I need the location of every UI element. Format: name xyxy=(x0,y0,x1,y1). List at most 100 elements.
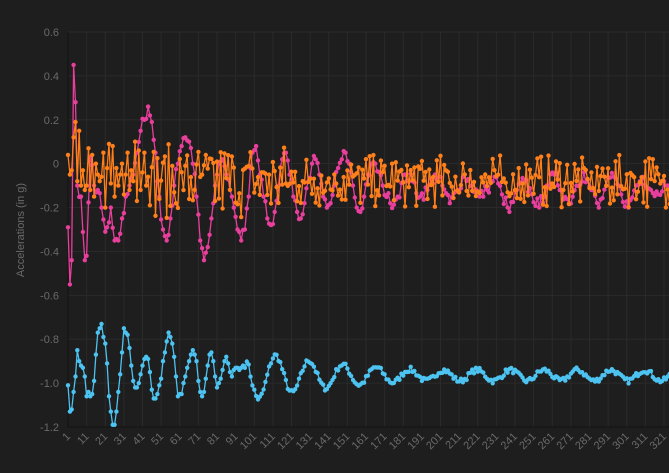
data-point[interactable] xyxy=(161,161,165,165)
data-point[interactable] xyxy=(345,366,349,370)
data-point[interactable] xyxy=(515,196,519,200)
data-point[interactable] xyxy=(636,190,640,194)
data-point[interactable] xyxy=(148,113,152,117)
data-point[interactable] xyxy=(530,176,534,180)
data-point[interactable] xyxy=(280,182,284,186)
data-point[interactable] xyxy=(202,163,206,167)
data-point[interactable] xyxy=(563,181,567,185)
data-point[interactable] xyxy=(334,181,338,185)
data-point[interactable] xyxy=(194,162,198,166)
data-point[interactable] xyxy=(379,366,383,370)
data-point[interactable] xyxy=(219,377,223,381)
data-point[interactable] xyxy=(191,348,195,352)
data-point[interactable] xyxy=(146,104,150,108)
data-point[interactable] xyxy=(142,151,146,155)
data-point[interactable] xyxy=(99,205,103,209)
data-point[interactable] xyxy=(254,144,258,148)
data-point[interactable] xyxy=(606,166,610,170)
data-point[interactable] xyxy=(405,163,409,167)
data-point[interactable] xyxy=(630,195,634,199)
data-point[interactable] xyxy=(660,179,664,183)
data-point[interactable] xyxy=(125,151,129,155)
data-point[interactable] xyxy=(114,166,118,170)
data-point[interactable] xyxy=(295,383,299,387)
data-point[interactable] xyxy=(330,188,334,192)
data-point[interactable] xyxy=(165,238,169,242)
data-point[interactable] xyxy=(446,193,450,197)
data-point[interactable] xyxy=(198,390,202,394)
data-point[interactable] xyxy=(310,192,314,196)
data-point[interactable] xyxy=(92,379,96,383)
data-point[interactable] xyxy=(209,350,213,354)
data-point[interactable] xyxy=(375,188,379,192)
data-point[interactable] xyxy=(595,201,599,205)
data-point[interactable] xyxy=(397,378,401,382)
data-point[interactable] xyxy=(308,177,312,181)
data-point[interactable] xyxy=(278,360,282,364)
data-point[interactable] xyxy=(483,172,487,176)
data-point[interactable] xyxy=(330,193,334,197)
data-point[interactable] xyxy=(641,200,645,204)
data-point[interactable] xyxy=(198,238,202,242)
data-point[interactable] xyxy=(217,381,221,385)
data-point[interactable] xyxy=(343,198,347,202)
data-point[interactable] xyxy=(75,179,79,183)
data-point[interactable] xyxy=(459,183,463,187)
data-point[interactable] xyxy=(185,366,189,370)
data-point[interactable] xyxy=(332,172,336,176)
data-point[interactable] xyxy=(353,195,357,199)
data-point[interactable] xyxy=(422,198,426,202)
data-point[interactable] xyxy=(464,189,468,193)
data-point[interactable] xyxy=(196,379,200,383)
data-point[interactable] xyxy=(88,188,92,192)
data-point[interactable] xyxy=(599,174,603,178)
data-point[interactable] xyxy=(420,191,424,195)
data-point[interactable] xyxy=(545,204,549,208)
data-point[interactable] xyxy=(98,326,102,330)
data-point[interactable] xyxy=(163,350,167,354)
data-point[interactable] xyxy=(505,205,509,209)
data-point[interactable] xyxy=(73,120,77,124)
data-point[interactable] xyxy=(470,189,474,193)
data-point[interactable] xyxy=(567,375,571,379)
data-point[interactable] xyxy=(232,165,236,169)
data-point[interactable] xyxy=(556,177,560,181)
data-point[interactable] xyxy=(574,179,578,183)
data-point[interactable] xyxy=(464,378,468,382)
data-point[interactable] xyxy=(206,363,210,367)
data-point[interactable] xyxy=(619,192,623,196)
data-point[interactable] xyxy=(118,172,122,176)
data-point[interactable] xyxy=(179,144,183,148)
data-point[interactable] xyxy=(86,146,90,150)
data-point[interactable] xyxy=(591,186,595,190)
data-point[interactable] xyxy=(215,159,219,163)
data-point[interactable] xyxy=(477,191,481,195)
data-point[interactable] xyxy=(489,181,493,185)
data-point[interactable] xyxy=(127,188,131,192)
data-point[interactable] xyxy=(371,153,375,157)
data-point[interactable] xyxy=(656,172,660,176)
data-point[interactable] xyxy=(278,165,282,169)
data-point[interactable] xyxy=(250,383,254,387)
data-point[interactable] xyxy=(77,359,81,363)
data-point[interactable] xyxy=(206,166,210,170)
data-point[interactable] xyxy=(569,181,573,185)
data-point[interactable] xyxy=(453,375,457,379)
data-point[interactable] xyxy=(176,206,180,210)
data-point[interactable] xyxy=(617,153,621,157)
data-point[interactable] xyxy=(273,169,277,173)
data-point[interactable] xyxy=(317,203,321,207)
data-point[interactable] xyxy=(634,197,638,201)
data-point[interactable] xyxy=(135,199,139,203)
data-point[interactable] xyxy=(150,388,154,392)
data-point[interactable] xyxy=(103,230,107,234)
data-point[interactable] xyxy=(116,238,120,242)
data-point[interactable] xyxy=(463,172,467,176)
data-point[interactable] xyxy=(541,203,545,207)
data-point[interactable] xyxy=(159,178,163,182)
data-point[interactable] xyxy=(412,165,416,169)
data-point[interactable] xyxy=(232,205,236,209)
data-point[interactable] xyxy=(155,392,159,396)
data-point[interactable] xyxy=(243,366,247,370)
data-point[interactable] xyxy=(271,160,275,164)
